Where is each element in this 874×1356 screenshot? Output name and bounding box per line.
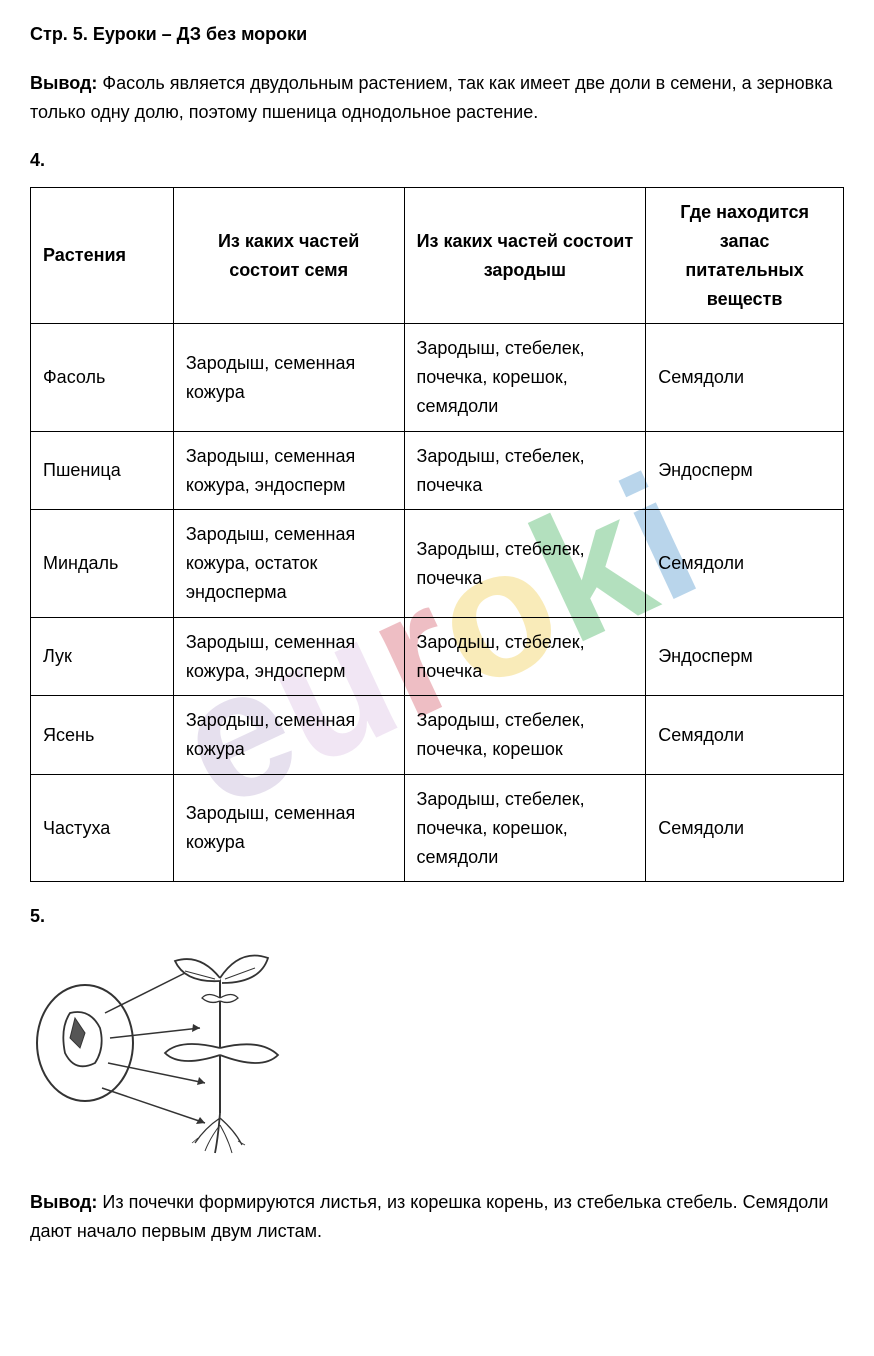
vyvod-1-text: Фасоль является двудольным растением, та… [30, 73, 833, 122]
table-header: Где находится запас питательных веществ [646, 188, 844, 324]
table-cell: Миндаль [31, 510, 174, 617]
table-cell: Семядоли [646, 324, 844, 431]
table-header: Из каких частей состоит семя [173, 188, 404, 324]
table-cell: Пшеница [31, 431, 174, 510]
vyvod-1-label: Вывод: [30, 73, 97, 93]
table-header-row: Растения Из каких частей состоит семя Из… [31, 188, 844, 324]
plant-table: Растения Из каких частей состоит семя Из… [30, 187, 844, 882]
table-header: Растения [31, 188, 174, 324]
table-cell: Зародыш, семенная кожура, эндосперм [173, 431, 404, 510]
table-row: ФасольЗародыш, семенная кожураЗародыш, с… [31, 324, 844, 431]
table-cell: Зародыш, стебелек, почечка [404, 510, 646, 617]
table-cell: Зародыш, семенная кожура, эндосперм [173, 617, 404, 696]
table-cell: Эндосперм [646, 431, 844, 510]
table-cell: Зародыш, стебелек, почечка [404, 617, 646, 696]
table-cell: Эндосперм [646, 617, 844, 696]
page-title: Стр. 5. Еуроки – ДЗ без мороки [30, 20, 844, 49]
table-cell: Зародыш, семенная кожура [173, 774, 404, 881]
table-cell: Зародыш, стебелек, почечка, корешок, сем… [404, 324, 646, 431]
section-5-num: 5. [30, 902, 844, 931]
table-row: ЛукЗародыш, семенная кожура, эндоспермЗа… [31, 617, 844, 696]
table-cell: Семядоли [646, 510, 844, 617]
table-cell: Частуха [31, 774, 174, 881]
table-row: МиндальЗародыш, семенная кожура, остаток… [31, 510, 844, 617]
table-cell: Ясень [31, 696, 174, 775]
table-row: ПшеницаЗародыш, семенная кожура, эндоспе… [31, 431, 844, 510]
table-cell: Зародыш, стебелек, почечка, корешок, сем… [404, 774, 646, 881]
table-cell: Зародыш, стебелек, почечка [404, 431, 646, 510]
table-cell: Лук [31, 617, 174, 696]
table-cell: Фасоль [31, 324, 174, 431]
section-4-num: 4. [30, 146, 844, 175]
vyvod-2-text: Из почечки формируются листья, из корешк… [30, 1192, 828, 1241]
table-cell: Зародыш, семенная кожура [173, 696, 404, 775]
vyvod-1: Вывод: Фасоль является двудольным растен… [30, 69, 844, 127]
vyvod-2-label: Вывод: [30, 1192, 97, 1212]
vyvod-2: Вывод: Из почечки формируются листья, из… [30, 1188, 844, 1246]
table-cell: Семядоли [646, 774, 844, 881]
table-cell: Зародыш, семенная кожура [173, 324, 404, 431]
table-cell: Семядоли [646, 696, 844, 775]
table-row: ЯсеньЗародыш, семенная кожураЗародыш, ст… [31, 696, 844, 775]
table-cell: Зародыш, семенная кожура, остаток эндосп… [173, 510, 404, 617]
table-row: ЧастухаЗародыш, семенная кожураЗародыш, … [31, 774, 844, 881]
seed-plant-diagram [30, 943, 844, 1163]
table-cell: Зародыш, стебелек, почечка, корешок [404, 696, 646, 775]
table-header: Из каких частей состоит зародыш [404, 188, 646, 324]
